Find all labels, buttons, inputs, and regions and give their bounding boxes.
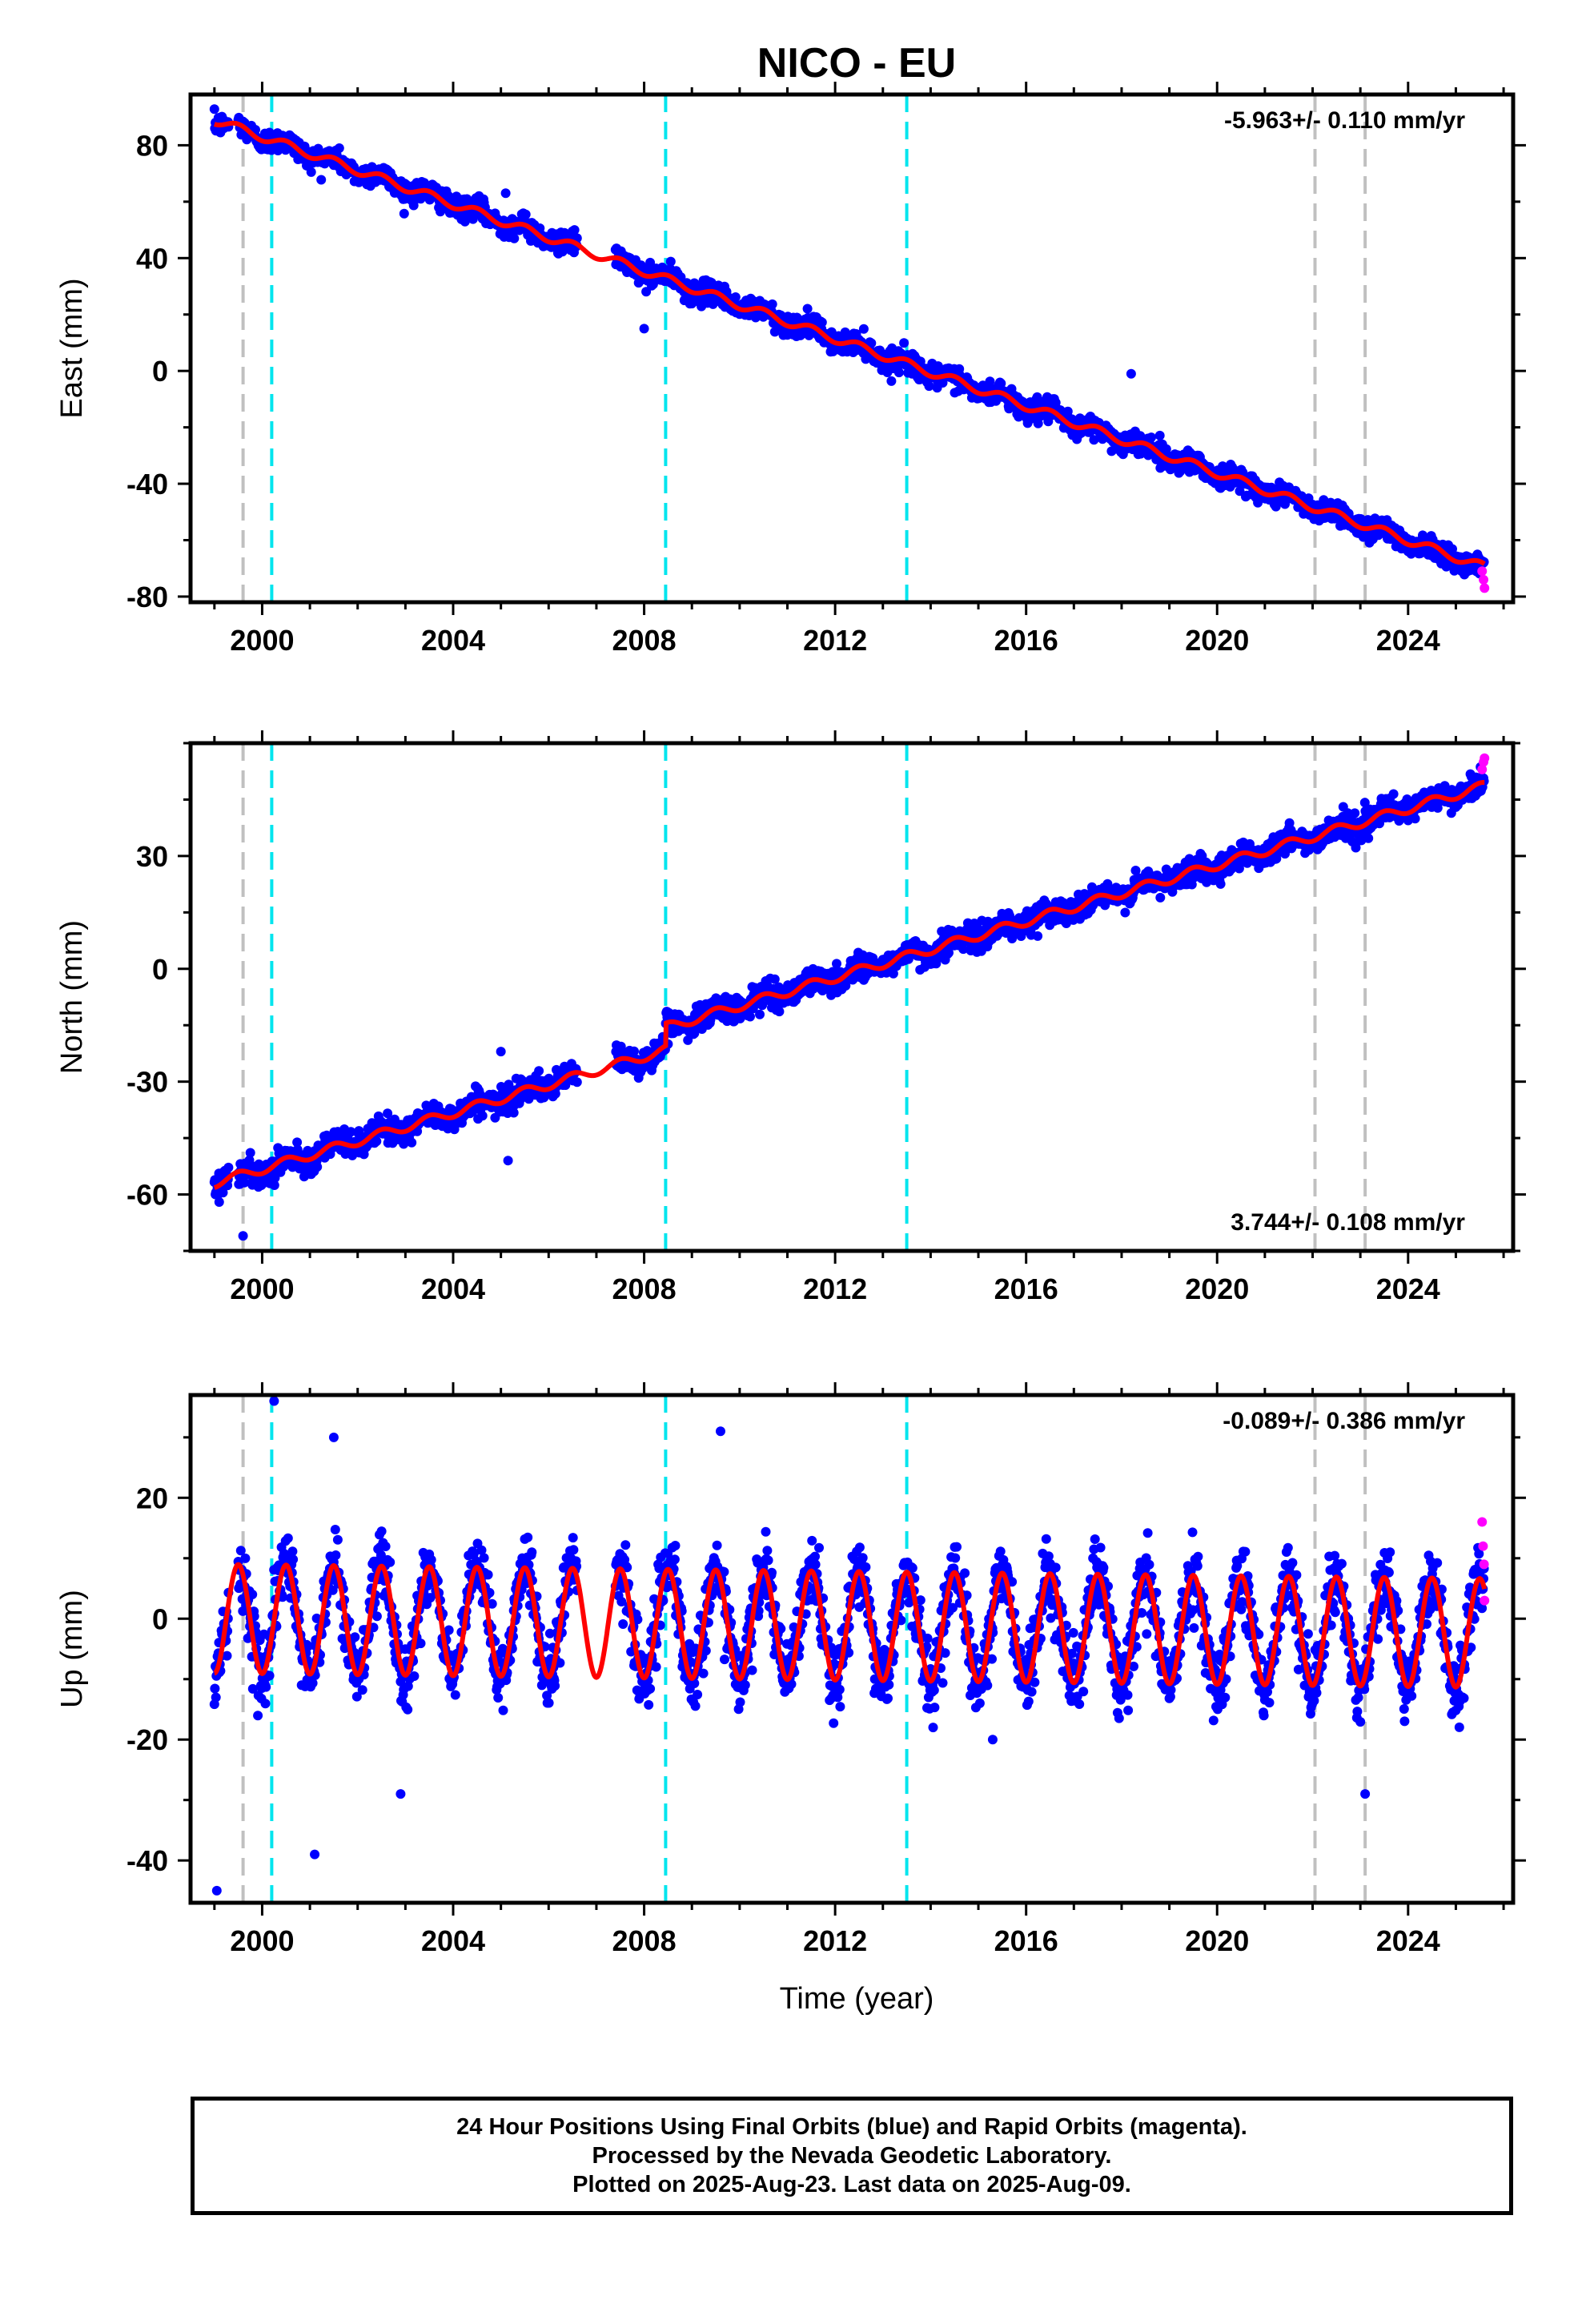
data-point (1146, 432, 1156, 443)
data-point (1062, 406, 1073, 416)
chart-panels: 2000 2004 2008 2012 2016 2020 2024 80 40 0 -40 -80 E… (55, 82, 1526, 1957)
outlier-point (500, 188, 511, 199)
data-point (817, 317, 827, 328)
data-point (745, 1011, 755, 1022)
outlier-point (1126, 368, 1136, 379)
data-point (924, 381, 934, 392)
data-point (572, 1077, 582, 1088)
data-point (774, 1007, 785, 1017)
data-point (223, 1162, 234, 1172)
data-point (1089, 435, 1099, 445)
data-point (629, 1046, 639, 1056)
data-point (1033, 931, 1043, 941)
data-point (407, 1137, 417, 1148)
data-point (1363, 833, 1374, 843)
data-point (730, 292, 741, 302)
outlier-point (238, 1231, 248, 1241)
data-point (477, 1111, 488, 1121)
data-point (399, 208, 409, 219)
data-point (767, 299, 777, 309)
data-point (306, 167, 316, 177)
data-point (832, 959, 841, 969)
x-tick-label: 2020 (1185, 624, 1249, 657)
data-point (1410, 814, 1420, 824)
outlier-point (639, 324, 649, 334)
data-point (866, 338, 877, 348)
model-line (213, 120, 1486, 566)
data-point (312, 1162, 323, 1172)
x-tick-label: 2000 (230, 624, 294, 657)
y-tick-label: 80 (136, 129, 168, 162)
x-tick-label: 2016 (994, 624, 1058, 657)
data-point (1235, 486, 1245, 497)
data-point (899, 338, 909, 348)
plot-area (209, 94, 1490, 602)
data-point (316, 175, 327, 185)
y-axis-label: East (mm) (55, 278, 89, 418)
x-tick-label: 2004 (421, 624, 485, 657)
data-point (1350, 808, 1360, 818)
data-point (209, 104, 219, 115)
data-point (509, 233, 520, 243)
x-tick-label: 2012 (803, 624, 867, 657)
data-point (520, 209, 531, 219)
data-point (1388, 789, 1399, 799)
final-orbit-points (209, 762, 1489, 1241)
rapid-point (1480, 583, 1490, 593)
y-tick-label: -80 (126, 581, 168, 613)
plot-area (209, 743, 1490, 1251)
data-point (334, 143, 344, 153)
data-point (1033, 418, 1043, 428)
data-point (1215, 879, 1226, 889)
data-point (1155, 892, 1166, 903)
y-tick-label: 0 (152, 355, 168, 388)
y-tick-label: -40 (126, 468, 168, 501)
data-point (755, 1009, 765, 1019)
data-point (996, 378, 1006, 388)
x-tick-label: 2008 (612, 624, 677, 657)
rapid-point (1480, 753, 1490, 763)
data-point (886, 376, 897, 386)
y-tick-label: 40 (136, 242, 168, 275)
data-point (687, 299, 697, 309)
data-point (1161, 444, 1171, 454)
panel-2: 2000 2004 2008 2012 2016 2020 2024300-30-60Nor… (55, 730, 1526, 1305)
rapid-point (1477, 566, 1488, 577)
data-point (802, 304, 813, 314)
outlier-point (214, 1196, 224, 1207)
data-point (569, 225, 580, 235)
rate-annotation: -5.963+/- 0.110 mm/yr (1224, 107, 1465, 134)
outlier-point (496, 1047, 506, 1057)
data-point (1154, 430, 1165, 440)
outlier-point (503, 1156, 513, 1166)
rapid-orbit-points (1477, 566, 1490, 593)
data-point (665, 256, 676, 267)
panel-1: 2000 2004 2008 2012 2016 2020 2024 80 40 0 -40 -80 E… (55, 82, 1526, 657)
chart-title: NICO - EU (757, 40, 956, 86)
data-point (1120, 907, 1130, 918)
data-point (858, 324, 869, 334)
data-point (245, 1148, 255, 1158)
x-tick-label: 2024 (1376, 624, 1440, 657)
rapid-point (1479, 574, 1489, 585)
data-point (371, 1136, 382, 1147)
data-point (893, 368, 904, 378)
data-point (534, 1066, 544, 1076)
